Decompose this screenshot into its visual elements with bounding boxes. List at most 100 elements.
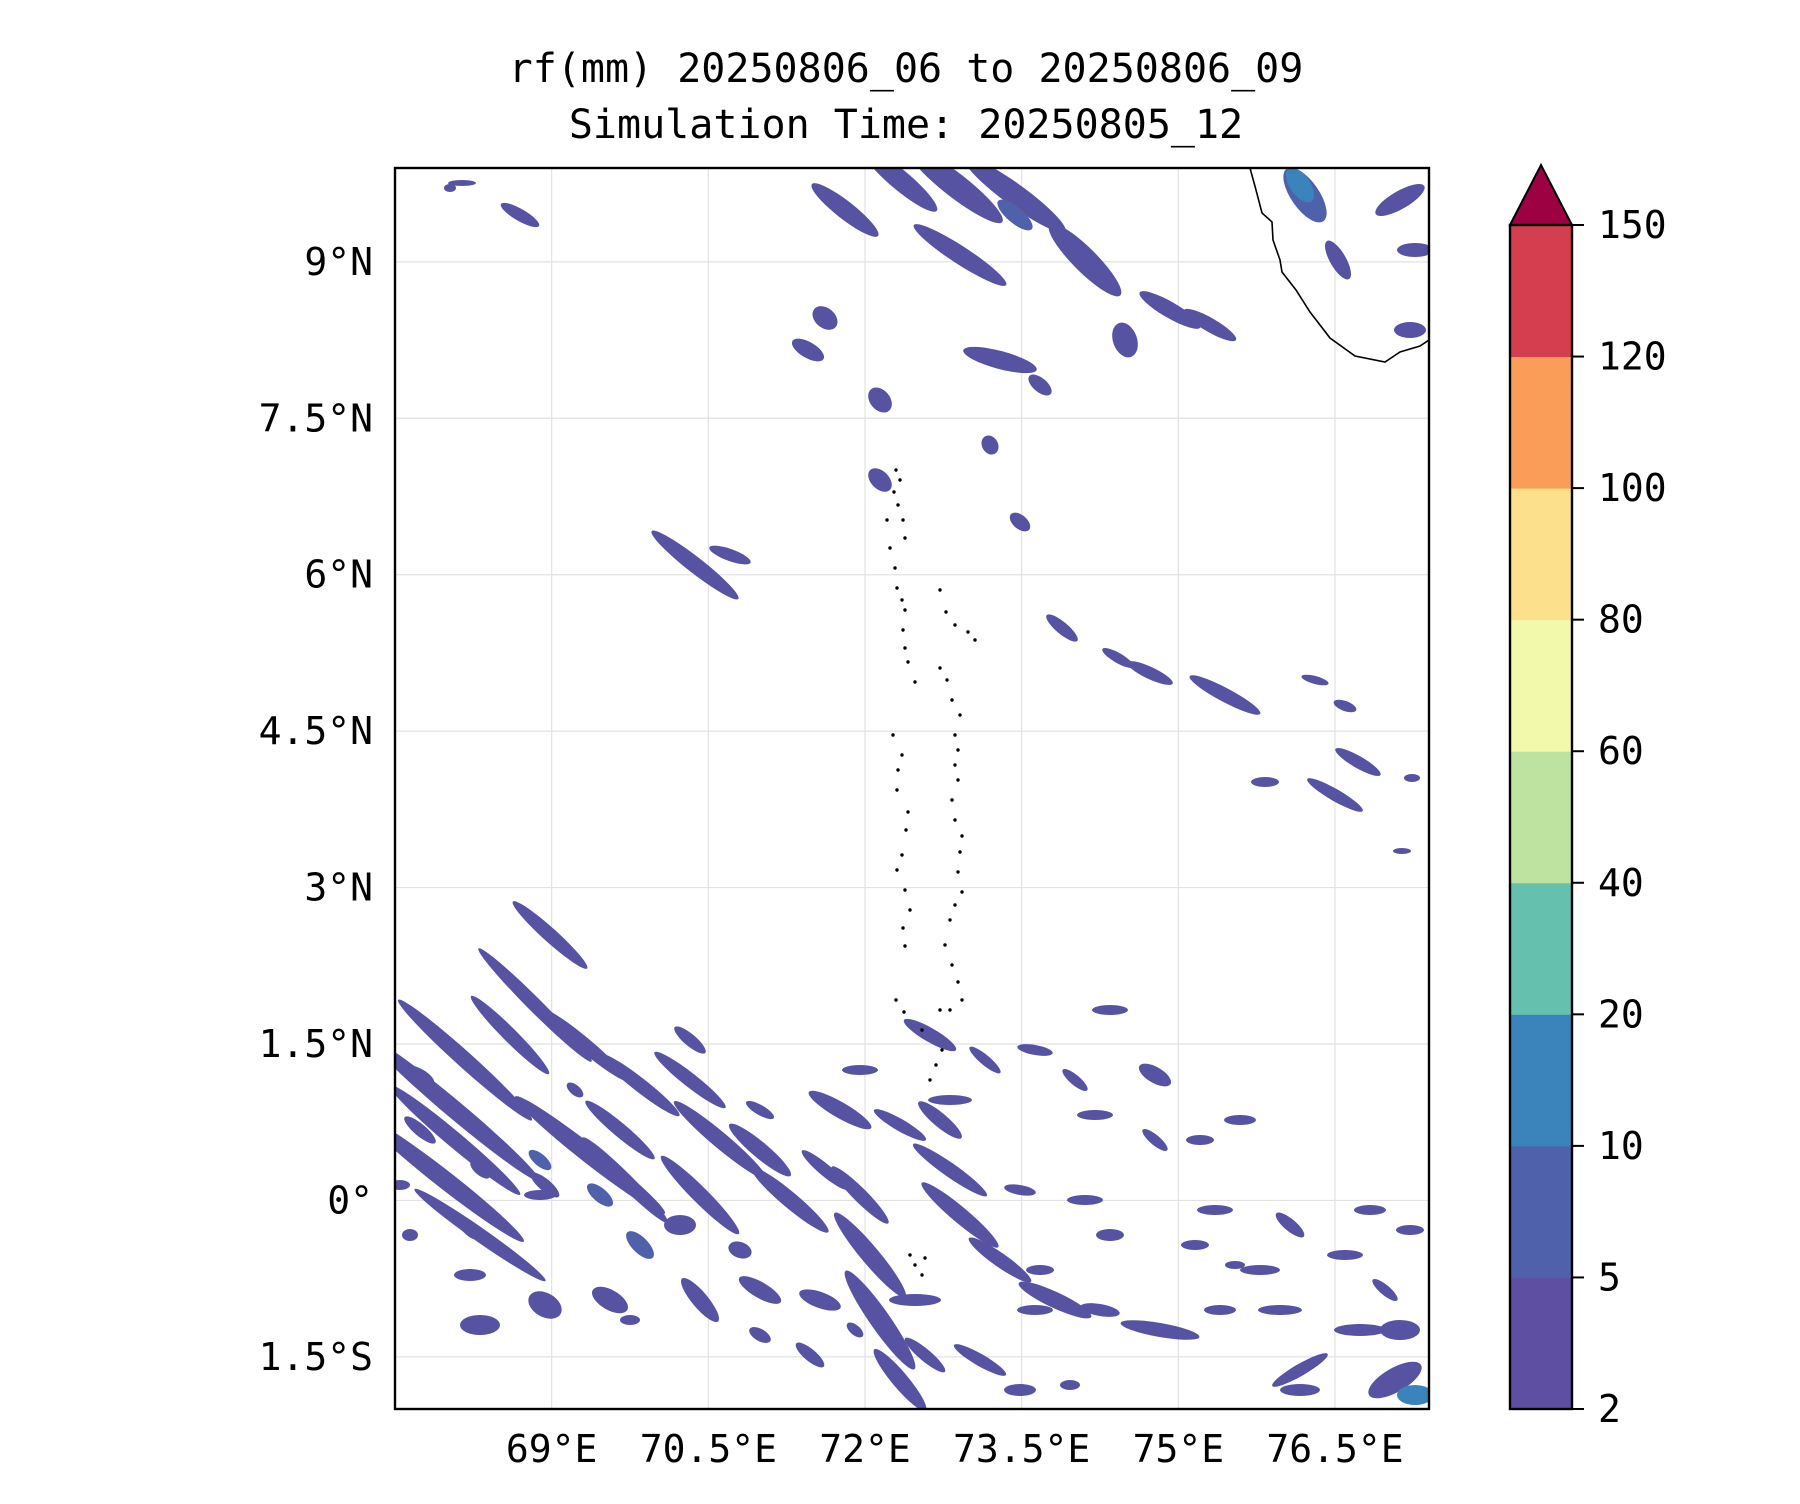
rain-blob-35 [1335,748,1381,776]
atoll-dot-52 [960,998,964,1002]
rain-blob-56 [673,1100,767,1180]
rain-blob-122 [1077,1110,1113,1120]
lon-tick-label-5: 76.5°E [1266,1427,1403,1471]
colorbar-label-2: 10 [1598,1124,1644,1168]
rain-blob-29 [1046,614,1078,642]
colorbar-segment-2 [1510,1014,1572,1147]
lon-tick-label-3: 73.5°E [953,1427,1090,1471]
rain-blob-93 [528,1291,562,1319]
atoll-dot-31 [960,834,964,838]
atoll-dot-1 [898,478,902,482]
rain-blob-41 [1138,1063,1172,1087]
rain-blob-52 [600,1053,680,1117]
rain-blob-135 [586,1183,614,1207]
rain-blob-76 [1258,1305,1302,1315]
atoll-dot-0 [894,468,898,472]
atoll-dot-53 [948,1008,952,1012]
rain-blob-8 [1139,291,1201,329]
rain-blob-117 [674,1026,706,1054]
rain-blob-111 [664,1215,696,1235]
atoll-dot-7 [888,546,892,550]
colorbar-segment-5 [1510,619,1572,752]
colorbar-label-5: 60 [1598,729,1644,773]
rain-blob-68 [918,1101,962,1139]
rain-blob-3 [964,168,1066,233]
rain-blob-80 [1368,1361,1422,1399]
rain-blob-1 [862,168,938,212]
rain-blob-26 [444,184,456,192]
rain-blob-6 [997,199,1033,231]
rain-blob-14 [1285,168,1315,203]
rain-blob-123 [1142,1129,1168,1151]
atoll-dot-15 [973,638,977,642]
atoll-dot-35 [896,768,900,772]
atoll-dot-30 [953,818,957,822]
rain-blob-66 [873,1109,927,1141]
rain-blob-47 [395,1085,521,1195]
rain-blob-23 [868,468,892,492]
rain-blob-137 [528,1149,552,1171]
atoll-dot-56 [902,1010,906,1014]
colorbar-segment-7 [1510,356,1572,489]
rain-blob-125 [1224,1115,1256,1125]
rain-blob-84 [1197,1205,1233,1215]
rain-blob-96 [738,1276,782,1304]
rain-blob-119 [969,1046,1001,1074]
atoll-dot-26 [956,748,960,752]
lon-tick-label-1: 70.5°E [640,1427,777,1471]
rain-blob-89 [1026,1265,1054,1275]
colorbar-label-0: 2 [1598,1387,1621,1431]
rain-blob-116 [745,1100,775,1120]
latitude-tick-labels: 9°N 7.5°N 6°N 4.5°N 3°N 1.5°N 0° 1.5°S [259,240,373,1379]
lon-tick-label-4: 75°E [1133,1427,1225,1471]
rain-blob-118 [903,1018,957,1052]
rain-blob-128 [1225,1261,1245,1269]
map-frame [393,166,1431,1411]
rain-blob-48 [395,1118,524,1242]
atoll-dot-49 [943,943,947,947]
rain-blob-0 [811,183,879,237]
rain-blob-57 [660,1155,740,1235]
colorbar-segment-8 [1510,225,1572,358]
atoll-dot-22 [945,678,949,682]
map-background [395,168,1429,1409]
atoll-dot-39 [900,853,904,857]
rain-blob-40 [1092,1005,1128,1015]
atoll-dot-50 [950,963,954,967]
rain-blob-79 [1380,1320,1420,1340]
atoll-dot-8 [893,566,897,570]
rain-blob-32 [1189,675,1261,715]
lat-tick-label-2: 6°N [304,553,373,597]
atoll-dot-33 [891,733,895,737]
colorbar-segment-1 [1510,1145,1572,1278]
atoll-dot-3 [896,503,900,507]
rain-blob-21 [868,387,892,413]
rain-blob-75 [1240,1265,1280,1275]
rain-blob-55 [654,1051,726,1109]
atoll-dot-38 [904,828,908,832]
rain-blob-53 [585,1100,655,1160]
atoll-dot-55 [894,998,898,1002]
atoll-dot-17 [901,628,905,632]
rain-blob-74 [1204,1305,1236,1315]
coastline [1249,168,1429,363]
rain-blob-114 [795,1342,825,1368]
rain-blob-25 [448,180,476,186]
colorbar-segment-3 [1510,882,1572,1015]
india-coastline [1249,168,1429,363]
atoll-dot-40 [895,868,899,872]
rain-blob-12 [1394,322,1426,338]
atoll-dot-6 [885,518,889,522]
atoll-dot-23 [950,698,954,702]
rain-blob-58 [728,1123,792,1177]
colorbar-label-3: 20 [1598,992,1644,1036]
map-panel: 69°E 70.5°E 72°E 73.5°E 75°E 76.5°E 9°N 7.5°N 6… [259,166,1431,1471]
rain-blob-16 [500,202,540,228]
rain-blob-77 [1272,1353,1328,1387]
rain-blob-11 [1397,243,1429,257]
rain-blob-109 [460,1315,500,1335]
rain-blob-69 [921,1182,999,1248]
rain-blob-67 [912,1143,988,1197]
lat-tick-label-4: 3°N [304,866,373,910]
